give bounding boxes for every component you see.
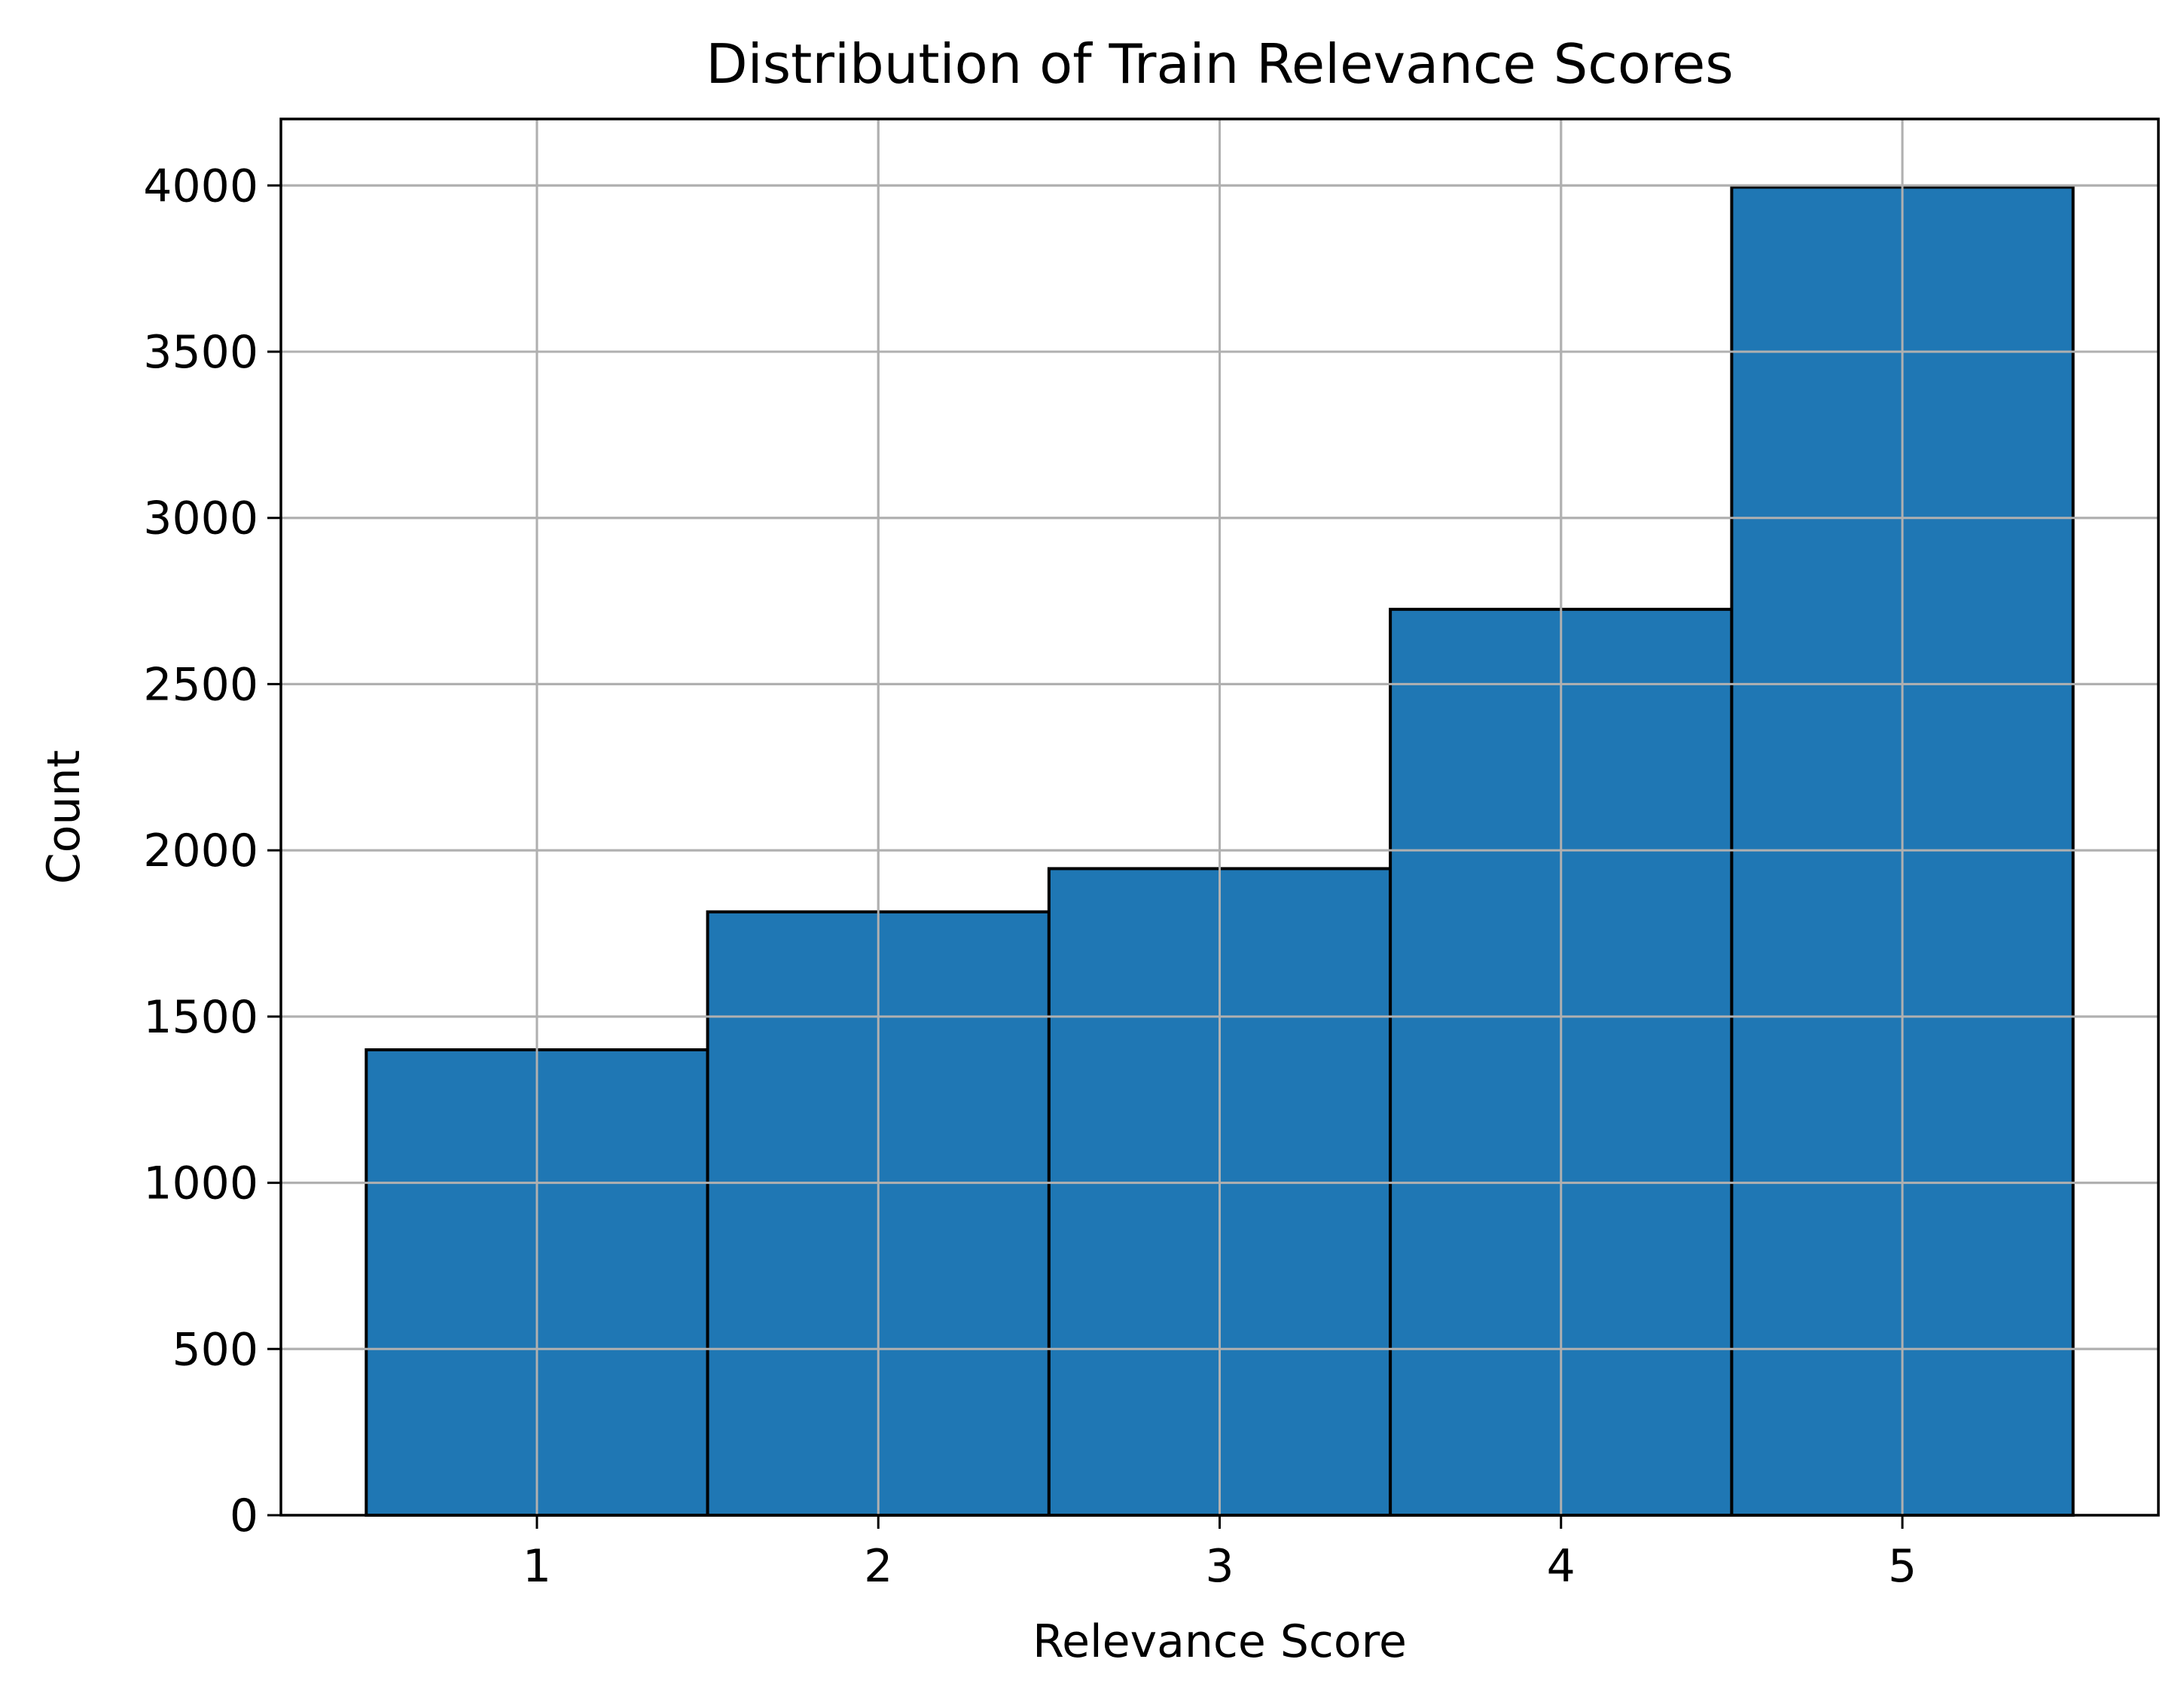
ticks: 1 2 3 4 5 0 500 1000 1500 2000 2500 3000 3500 4000 bbox=[143, 160, 1917, 1593]
y-axis-label: Count bbox=[38, 750, 90, 884]
y-tick-label: 2500 bbox=[143, 658, 258, 711]
x-tick-label: 4 bbox=[1547, 1540, 1575, 1593]
bars bbox=[281, 119, 2158, 1517]
y-tick-label: 0 bbox=[230, 1490, 258, 1542]
y-tick-label: 1500 bbox=[143, 991, 258, 1044]
y-tick-label: 1000 bbox=[143, 1157, 258, 1210]
x-tick-label: 2 bbox=[864, 1540, 892, 1593]
x-tick-label: 1 bbox=[523, 1540, 551, 1593]
y-tick-label: 3500 bbox=[143, 326, 258, 379]
y-tick-label: 4000 bbox=[143, 160, 258, 212]
x-axis-label: Relevance Score bbox=[1033, 1615, 1407, 1668]
y-tick-label: 2000 bbox=[143, 825, 258, 877]
x-tick-label: 3 bbox=[1205, 1540, 1234, 1593]
x-tick-label: 5 bbox=[1888, 1540, 1917, 1593]
y-tick-label: 500 bbox=[172, 1323, 258, 1376]
chart-title: Distribution of Train Relevance Scores bbox=[706, 32, 1734, 96]
y-tick-label: 3000 bbox=[143, 493, 258, 545]
